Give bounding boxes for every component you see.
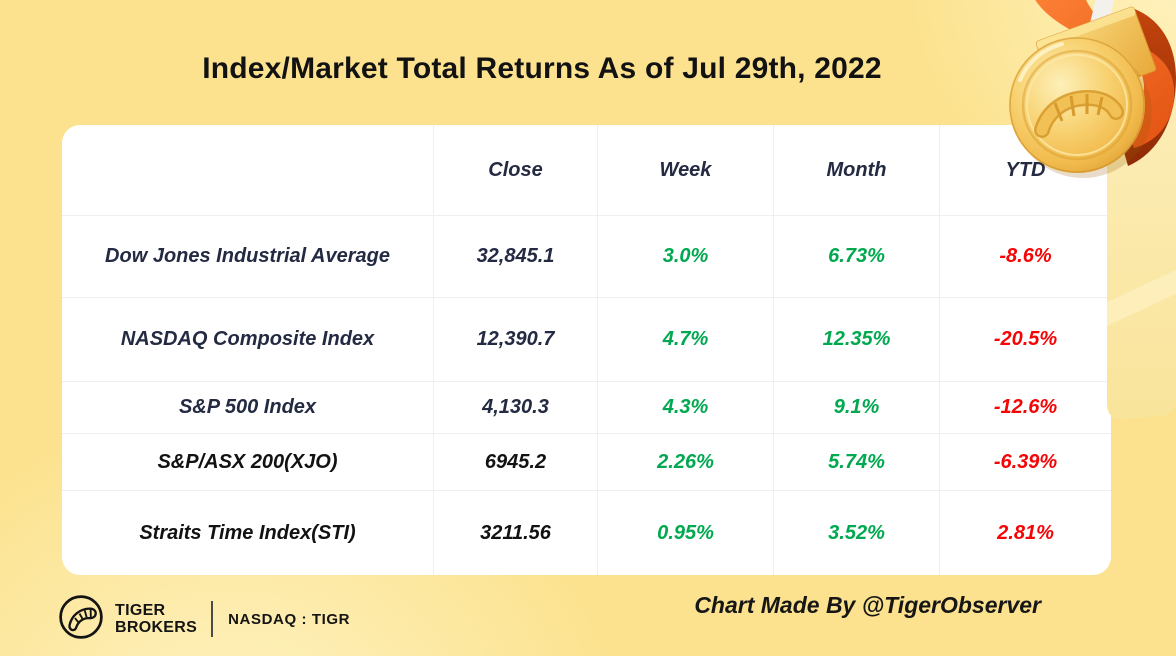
month-cell: 12.35% [773,297,939,381]
footer-divider [211,601,214,637]
close-cell: 12,390.7 [433,297,597,381]
ticker-label: NASDAQ : TIGR [228,610,351,628]
ytd-cell: -12.6% [939,381,1111,433]
credit-text: Chart Made By @TigerObserver [694,592,1041,618]
row-label-cell: S&P/ASX 200(XJO) [62,433,433,490]
close-cell: 3211.56 [433,490,597,575]
ytd-cell: -6.39% [939,433,1111,490]
week-cell: 4.3% [597,381,773,433]
footer-brand: TIGER BROKERS NASDAQ : TIGR [58,590,350,648]
ytd-cell: 2.81% [939,490,1111,575]
close-cell: 32,845.1 [433,215,597,297]
column-header-blank [62,125,433,215]
week-cell: 2.26% [597,433,773,490]
page-title: Index/Market Total Returns As of Jul 29t… [202,52,882,85]
brand-line1: TIGER [115,602,166,619]
week-cell: 3.0% [597,215,773,297]
row-label-cell: NASDAQ Composite Index [62,297,433,381]
column-header-close: Close [433,125,597,215]
month-cell: 3.52% [773,490,939,575]
column-header-month: Month [773,125,939,215]
brand-name: TIGER BROKERS [115,602,197,636]
gold-medal-icon [936,0,1176,430]
row-label-cell: S&P 500 Index [62,381,433,433]
close-cell: 6945.2 [433,433,597,490]
month-cell: 6.73% [773,215,939,297]
brand-line2: BROKERS [115,619,198,636]
month-cell: 9.1% [773,381,939,433]
close-cell: 4,130.3 [433,381,597,433]
column-header-week: Week [597,125,773,215]
ytd-cell: -20.5% [939,297,1111,381]
ytd-cell: -8.6% [939,215,1111,297]
tiger-brokers-logo-icon [58,594,104,645]
column-header-ytd: YTD [939,125,1111,215]
week-cell: 4.7% [597,297,773,381]
week-cell: 0.95% [597,490,773,575]
row-label-cell: Dow Jones Industrial Average [62,215,433,297]
row-label-cell: Straits Time Index(STI) [62,490,433,575]
month-cell: 5.74% [773,433,939,490]
returns-table: Close Week Month YTD Dow Jones Industria… [62,125,1111,575]
